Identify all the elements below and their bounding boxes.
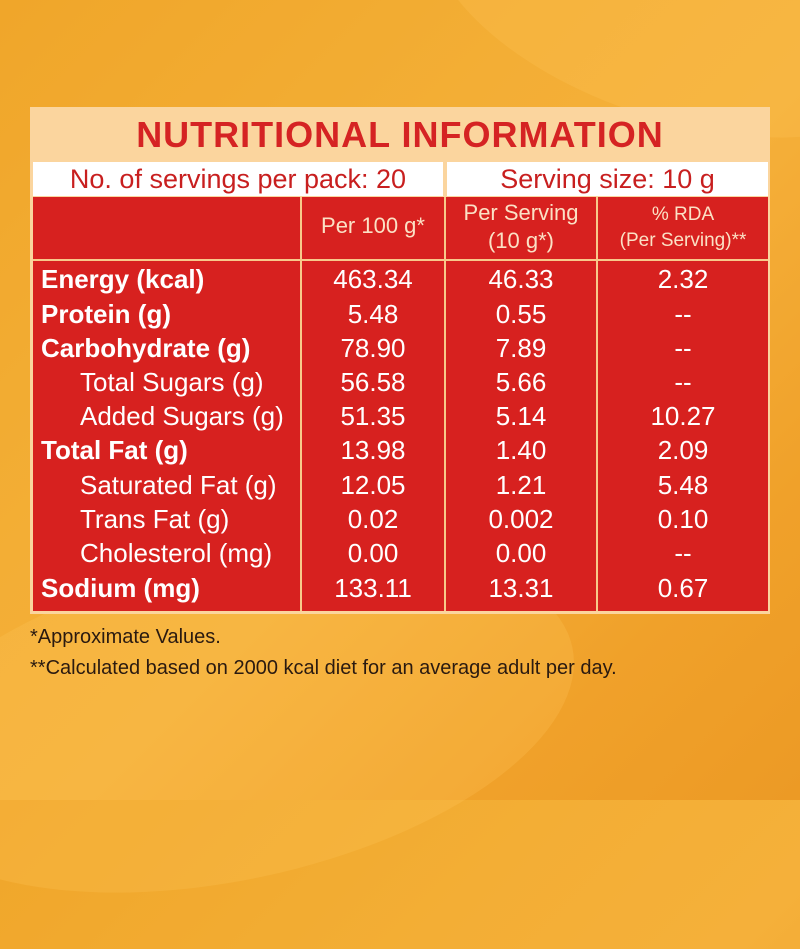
rda-value: 2.32 [657, 264, 709, 294]
table-row: Sodium (mg) 133.11 13.31 0.67 [0, 571, 800, 605]
rda-value: -- [674, 299, 692, 329]
body-per100-cell [302, 261, 444, 611]
per100-value: 56.58 [340, 367, 406, 397]
footnote-calc: **Calculated based on 2000 kcal diet for… [30, 657, 617, 679]
per100-value: 51.35 [340, 401, 406, 431]
body-rda-cell [598, 261, 768, 611]
header-per100-cell [302, 197, 444, 259]
perserving-value: 5.14 [495, 401, 547, 431]
table-row: Trans Fat (g) 0.02 0.002 0.10 [0, 502, 800, 536]
header-rda-line2: (Per Serving)** [619, 230, 747, 251]
panel-title: NUTRITIONAL INFORMATION [136, 113, 664, 155]
perserving-value: 0.55 [495, 299, 547, 329]
perserving-value: 7.89 [495, 333, 547, 363]
table-row: Carbohydrate (g) 78.90 7.89 -- [0, 331, 800, 365]
servings-per-pack: No. of servings per pack: 20 [33, 162, 443, 196]
serving-size: Serving size: 10 g [447, 162, 768, 196]
header-perserving-cell [446, 197, 596, 259]
table-row: Added Sugars (g) 51.35 5.14 10.27 [0, 399, 800, 433]
nutrient-label: Sodium (mg) [41, 573, 200, 603]
rda-value: 0.67 [657, 573, 709, 603]
perserving-value: 13.31 [488, 573, 554, 603]
rda-value: 5.48 [657, 470, 709, 500]
table-row: Protein (g) 5.48 0.55 -- [0, 297, 800, 331]
rda-value: -- [674, 538, 692, 568]
per100-value: 133.11 [334, 573, 412, 603]
body-label-cell [33, 261, 300, 611]
header-perserving-line1: Per Serving [463, 200, 579, 225]
nutrient-label: Added Sugars (g) [80, 401, 284, 431]
rda-value: 2.09 [657, 435, 709, 465]
per100-value: 0.02 [347, 504, 399, 534]
rda-value: 10.27 [650, 401, 716, 431]
nutrient-label: Trans Fat (g) [80, 504, 230, 534]
table-row: Energy (kcal) 463.34 46.33 2.32 [0, 262, 800, 296]
header-rda-cell [598, 197, 768, 259]
nutrient-label: Cholesterol (mg) [80, 538, 273, 568]
nutrient-label: Energy (kcal) [41, 264, 205, 294]
header-label-cell [33, 197, 300, 259]
table-row: Total Fat (g) 13.98 1.40 2.09 [0, 433, 800, 467]
perserving-value: 0.00 [495, 538, 547, 568]
nutrient-label: Protein (g) [41, 299, 171, 329]
table-row: Saturated Fat (g) 12.05 1.21 5.48 [0, 468, 800, 502]
table-row: Total Sugars (g) 56.58 5.66 -- [0, 365, 800, 399]
perserving-value: 5.66 [495, 367, 547, 397]
header-rda-line1: % RDA [651, 204, 715, 225]
perserving-value: 1.40 [495, 435, 547, 465]
per100-value: 463.34 [333, 264, 413, 294]
rda-value: 0.10 [657, 504, 709, 534]
table-row: Cholesterol (mg) 0.00 0.00 -- [0, 536, 800, 570]
perserving-value: 0.002 [488, 504, 554, 534]
rda-value: -- [674, 333, 692, 363]
per100-value: 78.90 [340, 333, 406, 363]
perserving-value: 1.21 [495, 470, 547, 500]
body-perserving-cell [446, 261, 596, 611]
footnote-approx: *Approximate Values. [30, 626, 221, 648]
nutrition-table [33, 197, 768, 611]
per100-value: 0.00 [347, 538, 399, 568]
per100-value: 12.05 [340, 470, 406, 500]
perserving-value: 46.33 [488, 264, 554, 294]
header-perserving-line2: (10 g*) [487, 228, 555, 253]
nutrient-label: Carbohydrate (g) [41, 333, 251, 363]
nutrient-label: Total Sugars (g) [80, 367, 264, 397]
nutrient-label: Saturated Fat (g) [80, 470, 277, 500]
nutrient-label: Total Fat (g) [41, 435, 188, 465]
rda-value: -- [674, 367, 692, 397]
per100-value: 5.48 [347, 299, 399, 329]
per100-value: 13.98 [340, 435, 406, 465]
header-per100: Per 100 g* [321, 213, 425, 238]
